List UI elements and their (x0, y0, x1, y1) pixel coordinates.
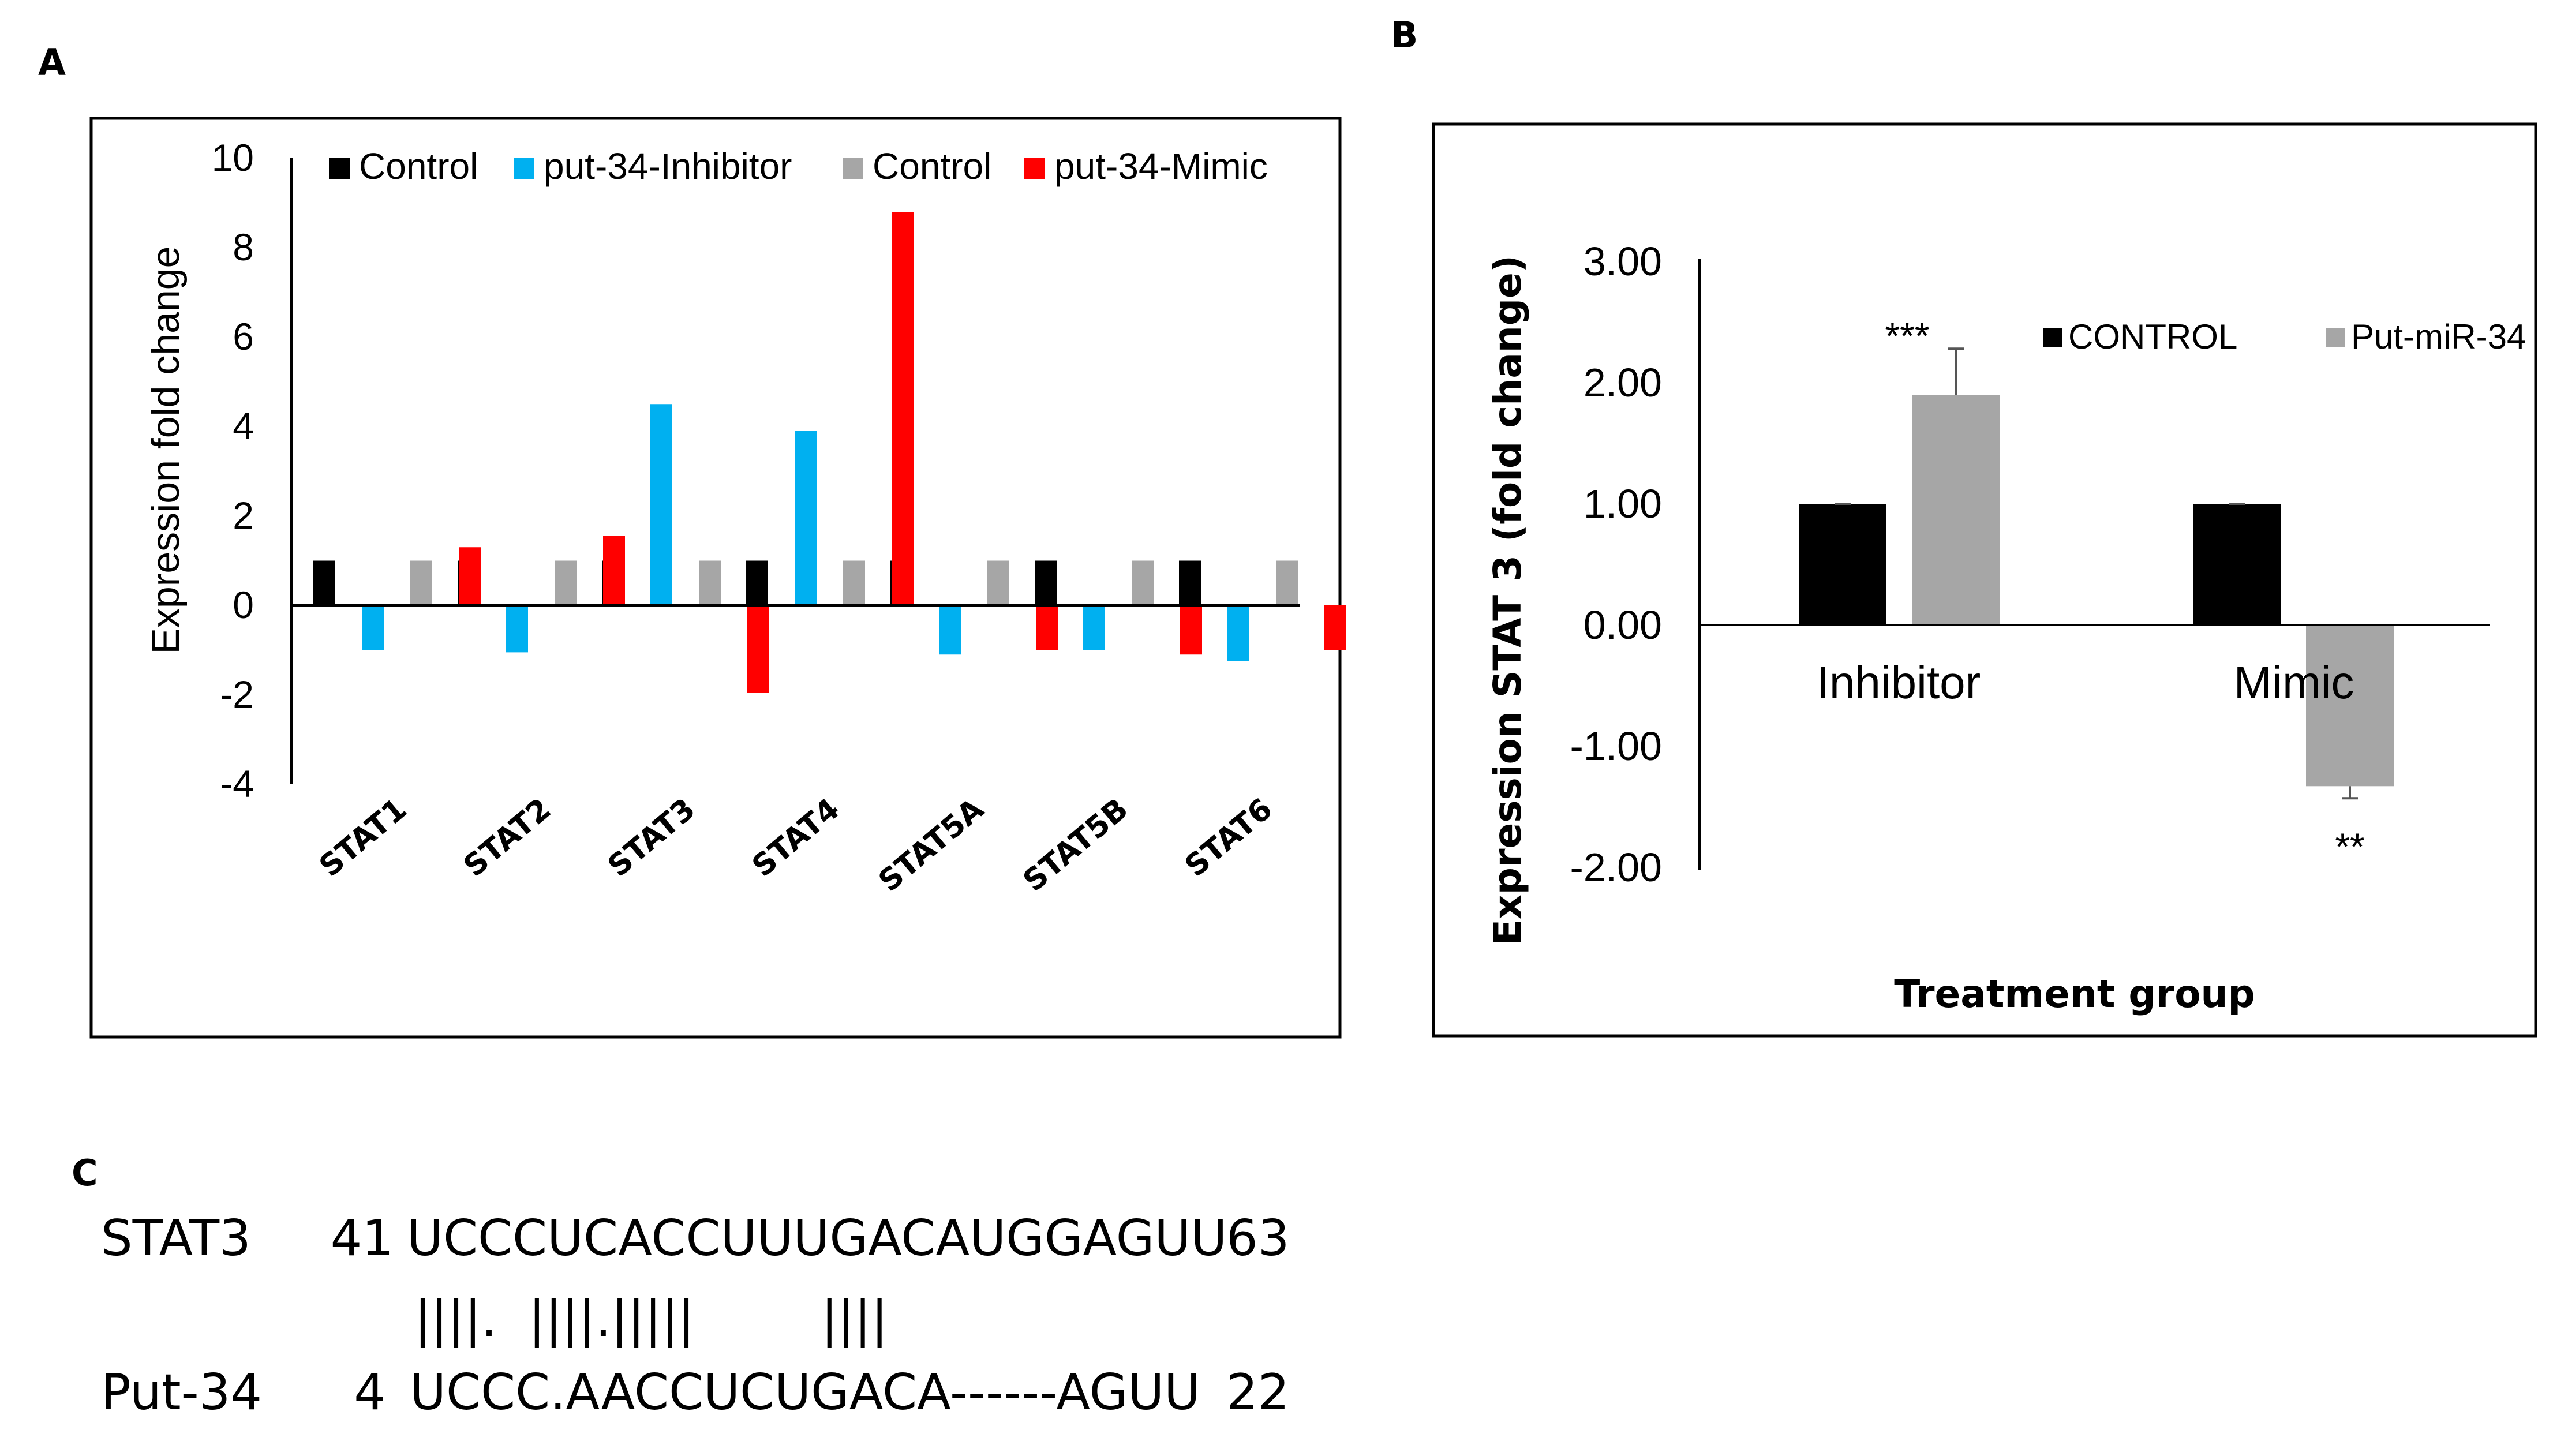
panel-a-bar-stat6-3 (1324, 605, 1346, 650)
alignment-row1-end: 63 (1226, 1210, 1289, 1267)
panel-label-c: C (72, 1152, 98, 1194)
alignment-row2-sequence: UCCC.AACCUCUGACA------AGUU (410, 1364, 1200, 1421)
panel-a-category-label: STAT5A (873, 792, 991, 899)
panel-b-y-tick-label: 3.00 (1584, 239, 1662, 284)
panel-b-bar-mimic-0 (2193, 504, 2281, 625)
panel-a-bar-stat6-2 (1276, 560, 1298, 605)
panel-b-significance-mimic: ** (2335, 825, 2364, 868)
panel-a-category-label: STAT6 (1178, 792, 1279, 884)
panel-label-a: A (38, 42, 66, 84)
alignment-row1-start: 41 (331, 1210, 394, 1267)
panel-a-bar-stat1-3 (459, 547, 481, 605)
panel-a-bar-stat5b-0 (1035, 560, 1057, 605)
panel-a-y-tick-label: 0 (233, 583, 254, 626)
panel-a-bar-stat4-2 (843, 560, 865, 605)
panel-b-frame (1432, 122, 2537, 1038)
panel-a-category-label: STAT4 (746, 792, 846, 884)
panel-a-legend-swatch (1024, 158, 1045, 179)
panel-a-y-tick-label: 6 (233, 315, 254, 358)
panel-b-y-tick-label: -1.00 (1570, 724, 1662, 769)
panel-b-category-label: Mimic (2234, 657, 2354, 708)
alignment-row1-name: STAT3 (101, 1210, 251, 1267)
panel-b-y-tick-label: -2.00 (1570, 845, 1662, 890)
panel-b-legend-label: CONTROL (2068, 317, 2237, 356)
panel-a-bar-stat2-2 (555, 560, 577, 605)
panel-a-bar-stat3-2 (699, 560, 721, 605)
panel-a-legend-label: Control (359, 145, 478, 187)
panel-a-bar-stat4-1 (795, 431, 817, 605)
panel-a-bar-stat4-3 (892, 212, 914, 605)
panel-b-bar-inhibitor-0 (1799, 504, 1886, 625)
panel-a-bar-stat5b-3 (1180, 605, 1202, 655)
panel-a-legend-label: put-34-Mimic (1054, 145, 1268, 187)
panel-b-y-axis-label: Expression STAT 3 (fold change) (1485, 255, 1530, 945)
panel-a-bar-stat5b-2 (1132, 560, 1154, 605)
panel-b-legend-label: Put-miR-34 (2351, 317, 2526, 356)
panel-a-y-tick-label: -2 (220, 673, 254, 716)
panel-a-y-tick-label: 8 (233, 226, 254, 268)
alignment-row2-end: 22 (1226, 1364, 1289, 1421)
panel-b-y-tick-label: 2.00 (1584, 360, 1662, 405)
panel-a-bar-stat5a-1 (939, 605, 961, 655)
panel-a-y-tick-label: 4 (233, 405, 254, 447)
panel-a-y-tick-label: -4 (220, 762, 254, 805)
panel-a-legend-label: Control (873, 145, 991, 187)
alignment-row2-name: Put-34 (101, 1364, 262, 1421)
panel-a-bar-stat5a-2 (987, 560, 1009, 605)
panel-a-bar-stat1-2 (410, 560, 432, 605)
panel-a-y-tick-label: 10 (212, 136, 254, 179)
panel-b-legend-swatch (2043, 328, 2062, 347)
panel-a-bar-stat5a-3 (1036, 605, 1058, 650)
alignment-row1-sequence: UCCCUCACCUUUGACAUGGAGUU (407, 1210, 1227, 1267)
panel-a-bar-stat6-0 (1179, 560, 1201, 605)
panel-a-bar-stat6-1 (1227, 605, 1249, 661)
panel-a-bar-stat5b-1 (1083, 605, 1105, 650)
panel-a-category-label: STAT3 (601, 792, 702, 884)
panel-a-y-axis-label: Expression fold change (144, 246, 188, 654)
panel-a-bar-stat1-0 (313, 560, 335, 605)
panel-a-legend-label: put-34-Inhibitor (544, 145, 792, 187)
panel-a-legend-swatch (514, 158, 534, 179)
panel-a-bar-stat4-0 (746, 560, 768, 605)
alignment-row2-start: 4 (354, 1364, 385, 1421)
panel-b-y-tick-label: 1.00 (1584, 481, 1662, 526)
alignment-pair-marks: ||||. ||||.||||| |||| (414, 1290, 888, 1348)
panel-b-significance-inhibitor: *** (1885, 315, 1929, 357)
panel-a-bar-stat2-3 (603, 536, 625, 605)
panel-label-b: B (1391, 14, 1418, 56)
panel-a-bar-stat1-1 (362, 605, 384, 650)
panel-a-y-tick-label: 2 (233, 494, 254, 537)
panel-a-category-label: STAT1 (313, 792, 413, 884)
panel-b-bar-mimic-1 (2306, 625, 2394, 787)
panel-a-category-label: STAT5B (1017, 792, 1135, 899)
panel-a-bar-stat3-3 (747, 605, 769, 693)
panel-b-y-tick-label: 0.00 (1584, 602, 1662, 647)
panel-a-legend-swatch (329, 158, 350, 179)
panel-a-frame (89, 117, 1342, 1039)
panel-b-bar-inhibitor-1 (1912, 395, 2000, 625)
panel-b-category-label: Inhibitor (1817, 657, 1981, 708)
panel-a-category-label: STAT2 (457, 792, 557, 884)
panel-b-legend-swatch (2326, 328, 2345, 347)
panel-b-x-axis-label: Treatment group (1894, 972, 2255, 1016)
panel-a-bar-stat2-1 (506, 605, 528, 653)
panel-a-bar-stat3-1 (650, 404, 672, 605)
panel-a-legend-swatch (843, 158, 863, 179)
